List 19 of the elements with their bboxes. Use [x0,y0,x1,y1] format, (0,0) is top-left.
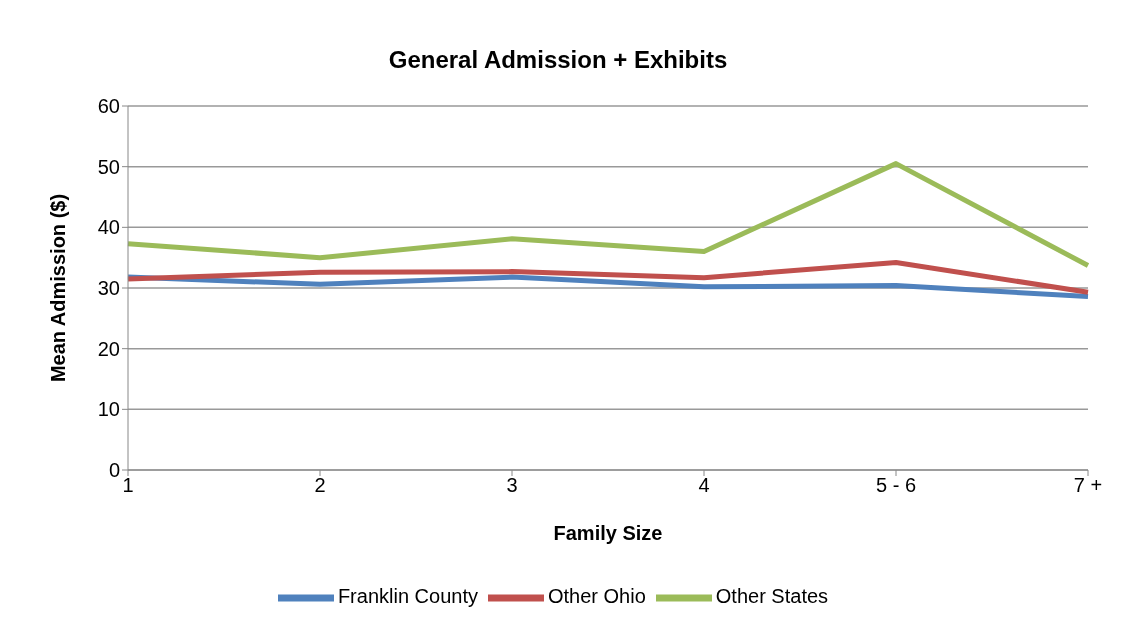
y-tick-label: 60 [97,95,120,118]
legend-label: Other States [715,585,829,608]
x-tick-label: 1 [122,474,134,497]
y-axis-title: Mean Admission ($) [47,193,70,383]
x-tick-label: 4 [698,474,710,497]
x-tick-label: 3 [506,474,518,497]
legend-label: Other Ohio [547,585,646,608]
x-tick-label: 2 [314,474,326,497]
y-tick-label: 20 [97,337,120,360]
y-tick-label: 40 [97,216,120,239]
legend-label: Franklin County [337,585,478,608]
chart-title: General Admission + Exhibits [387,45,729,75]
y-tick-label: 50 [97,155,120,178]
y-tick-label: 0 [108,459,120,482]
y-tick-label: 10 [97,398,120,421]
x-axis-title: Family Size [553,522,663,544]
x-tick-label: 7 + [1073,474,1103,497]
x-tick-label: 5 - 6 [875,474,917,497]
y-tick-label: 30 [97,277,120,300]
